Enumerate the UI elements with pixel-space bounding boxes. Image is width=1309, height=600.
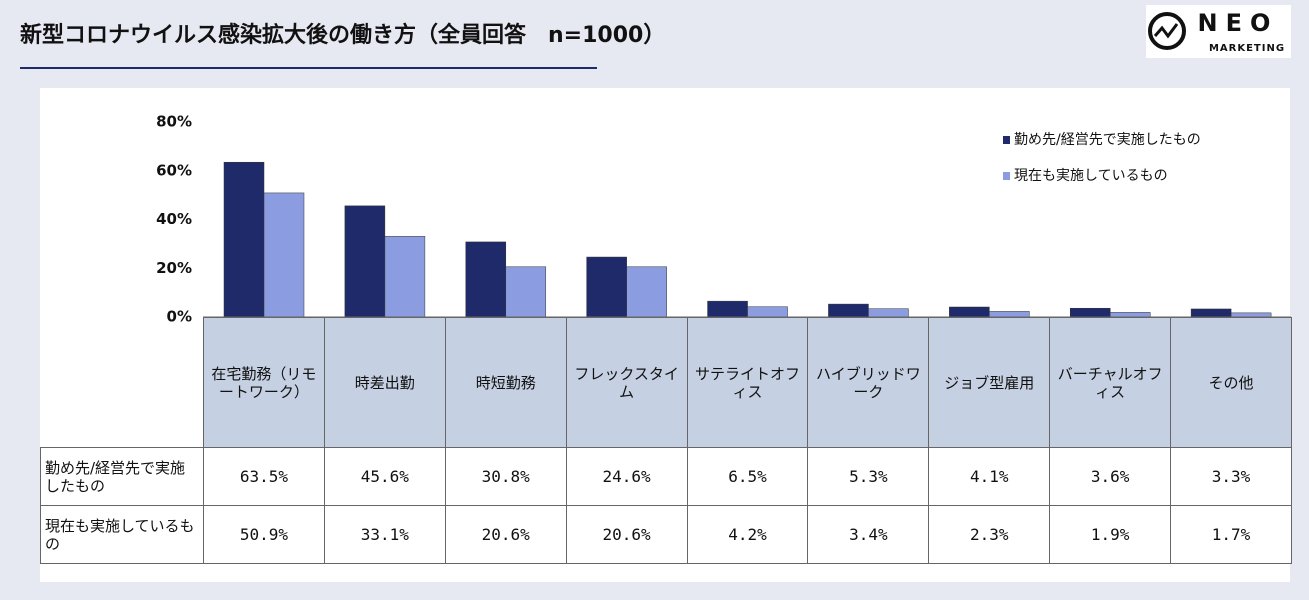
bar [949,306,990,318]
data-label: 6.5% [686,447,809,506]
bar [344,205,386,318]
bar [868,308,909,318]
data-label: 3.4% [807,505,930,564]
data-label: 24.6% [565,447,688,506]
x-tick-label: バーチャルオフィス [1049,317,1172,448]
data-label: 4.1% [928,447,1051,506]
y-tick-label: 20% [156,259,192,277]
row-label: 勤め先/経営先で実施したもの [40,447,204,506]
legend-label: 勤め先/経営先で実施したもの [1014,132,1201,148]
bar [1190,308,1232,318]
logo-icon [1148,12,1186,50]
x-tick-label: ハイブリッドワーク [807,317,930,448]
x-tick-label: 在宅勤務（リモートワーク） [203,317,325,448]
bar [384,236,426,318]
bar [223,161,265,318]
data-label: 3.3% [1170,447,1292,506]
data-label: 4.2% [686,505,809,564]
legend-swatch [1003,172,1010,180]
data-label: 30.8% [444,447,567,506]
x-tick-label: フレックスタイム [565,317,688,448]
data-label: 45.6% [323,447,446,506]
x-tick-label: その他 [1170,317,1292,448]
bar [747,306,788,318]
data-label: 20.6% [565,505,688,564]
data-label: 3.6% [1049,447,1172,506]
data-label: 50.9% [203,505,325,564]
data-label: 1.7% [1170,505,1292,564]
data-label: 2.3% [928,505,1051,564]
logo-name: NEO [1198,9,1279,37]
bar [586,256,627,318]
y-tick-label: 80% [156,113,192,131]
data-label: 33.1% [323,505,446,564]
legend-label: 現在も実施しているもの [1014,168,1168,184]
y-tick-label: 40% [156,210,192,228]
bar [828,303,869,318]
data-label: 5.3% [807,447,930,506]
bar [707,300,748,318]
data-label: 63.5% [203,447,325,506]
x-tick-label: サテライトオフィス [686,317,809,448]
bar [626,266,667,318]
y-tick-label: 60% [156,161,192,179]
bar [465,241,507,318]
row-label: 現在も実施しているもの [40,505,204,564]
legend-swatch [1003,136,1010,144]
data-label: 20.6% [444,505,567,564]
data-label: 1.9% [1049,505,1172,564]
x-tick-label: 時差出勤 [323,317,446,448]
bar [263,192,305,318]
x-tick-label: ジョブ型雇用 [928,317,1051,448]
y-tick-label: 0% [167,308,192,326]
logo-tagline: MARKETING [1209,43,1285,54]
bar [1069,307,1111,318]
logo-icon-line [1153,23,1179,39]
bar [505,266,547,318]
x-tick-label: 時短勤務 [444,317,567,448]
page-title: 新型コロナウイルス感染拡大後の働き方（全員回答 n=1000） [20,22,665,48]
